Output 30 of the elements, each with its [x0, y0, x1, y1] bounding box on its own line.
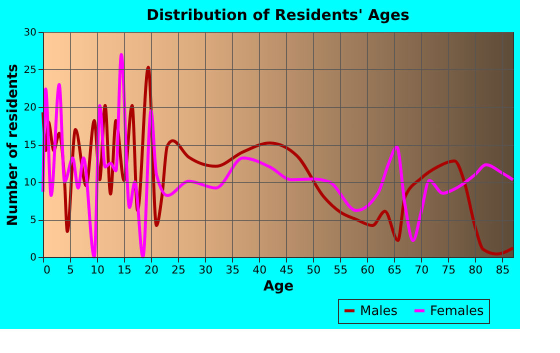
- x-tick-label: 25: [172, 264, 186, 276]
- x-tick-label: 20: [144, 264, 159, 276]
- x-tick-label: 50: [306, 264, 321, 276]
- x-tick-label: 80: [468, 264, 483, 276]
- y-tick-label: 30: [24, 28, 36, 38]
- y-tick-label: 20: [24, 102, 36, 114]
- y-axis-title: Number of residents: [4, 64, 21, 226]
- y-tick-label: 5: [30, 215, 36, 226]
- legend-label: Males: [360, 304, 398, 319]
- x-axis-title: Age: [263, 278, 294, 294]
- legend-label: Females: [430, 304, 484, 319]
- x-tick-label: 35: [226, 264, 240, 276]
- x-tick-label: 65: [388, 264, 402, 276]
- x-tick-label: 30: [198, 264, 213, 276]
- chart-title: Distribution of Residents' Ages: [146, 6, 410, 24]
- x-tick-label: 0: [44, 264, 50, 276]
- y-tick-label: 25: [24, 65, 36, 76]
- y-tick-label: 15: [24, 140, 36, 151]
- x-tick-label: 75: [442, 264, 456, 276]
- x-tick-label: 40: [252, 264, 267, 276]
- x-tick-label: 45: [280, 264, 294, 276]
- x-tick-label: 60: [360, 264, 375, 276]
- x-tick-label: 85: [496, 264, 510, 276]
- x-tick-label: 10: [90, 264, 105, 276]
- x-tick-label: 15: [118, 264, 132, 276]
- y-tick-label: 10: [24, 178, 36, 188]
- x-tick-label: 55: [334, 264, 348, 276]
- x-tick-label: 70: [414, 264, 429, 276]
- x-tick-label: 5: [67, 264, 74, 276]
- y-tick-label: 0: [30, 252, 36, 264]
